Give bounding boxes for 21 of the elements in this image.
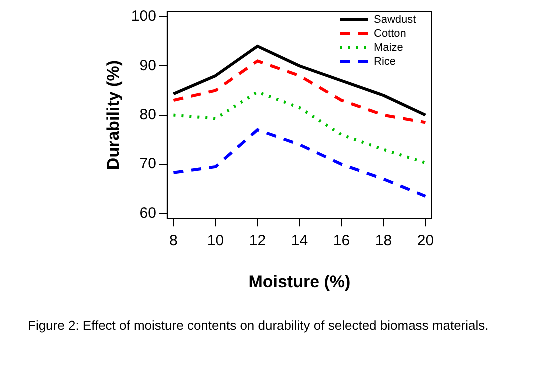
x-tick-label: 8 — [170, 232, 178, 250]
line-series — [172, 128, 428, 198]
y-tick-label: 80 — [140, 106, 156, 124]
legend-label: Cotton — [374, 28, 406, 40]
line-series — [172, 90, 428, 165]
x-tick-label: 20 — [417, 232, 434, 250]
x-axis-title: Moisture (%) — [248, 272, 351, 292]
x-tick-label: 10 — [207, 232, 224, 250]
x-tick-label: 14 — [291, 232, 308, 250]
y-axis-title: Durability (%) — [104, 60, 123, 170]
y-tick-label: 70 — [140, 156, 156, 173]
x-tick-label: 12 — [249, 232, 266, 250]
x-tick-label: 18 — [375, 232, 392, 250]
caption: Figure 2: Effect of moisture contents on durability of selected biomass materials. — [28, 318, 490, 334]
x-tick-label: 16 — [333, 232, 350, 250]
legend-label: Rice — [374, 56, 396, 68]
y-tick-label: 100 — [131, 8, 156, 26]
legend-label: Sawdust — [374, 14, 416, 26]
y-tick-label: 60 — [140, 204, 156, 222]
y-tick-label: 90 — [140, 57, 156, 74]
legend-label: Maize — [374, 42, 404, 54]
